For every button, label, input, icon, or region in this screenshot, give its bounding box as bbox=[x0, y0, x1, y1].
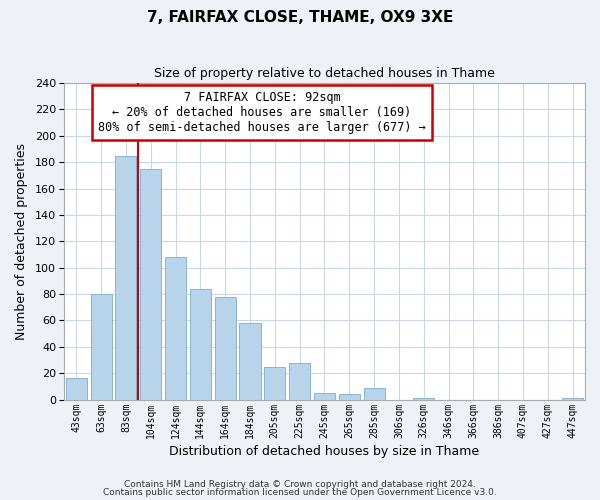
Bar bbox=[264, 366, 286, 400]
Bar bbox=[91, 294, 112, 400]
Bar bbox=[190, 289, 211, 400]
Bar bbox=[65, 378, 87, 400]
Bar bbox=[562, 398, 583, 400]
Text: Contains HM Land Registry data © Crown copyright and database right 2024.: Contains HM Land Registry data © Crown c… bbox=[124, 480, 476, 489]
Title: Size of property relative to detached houses in Thame: Size of property relative to detached ho… bbox=[154, 68, 495, 80]
X-axis label: Distribution of detached houses by size in Thame: Distribution of detached houses by size … bbox=[169, 444, 479, 458]
Bar bbox=[338, 394, 360, 400]
Bar bbox=[140, 169, 161, 400]
Text: 7, FAIRFAX CLOSE, THAME, OX9 3XE: 7, FAIRFAX CLOSE, THAME, OX9 3XE bbox=[147, 10, 453, 25]
Bar bbox=[215, 296, 236, 400]
Bar bbox=[314, 393, 335, 400]
Bar bbox=[364, 388, 385, 400]
Text: Contains public sector information licensed under the Open Government Licence v3: Contains public sector information licen… bbox=[103, 488, 497, 497]
Text: 7 FAIRFAX CLOSE: 92sqm
← 20% of detached houses are smaller (169)
80% of semi-de: 7 FAIRFAX CLOSE: 92sqm ← 20% of detached… bbox=[98, 91, 426, 134]
Y-axis label: Number of detached properties: Number of detached properties bbox=[15, 143, 28, 340]
Bar bbox=[115, 156, 136, 400]
Bar bbox=[289, 362, 310, 400]
Bar bbox=[239, 323, 260, 400]
Bar bbox=[165, 257, 186, 400]
Bar bbox=[413, 398, 434, 400]
